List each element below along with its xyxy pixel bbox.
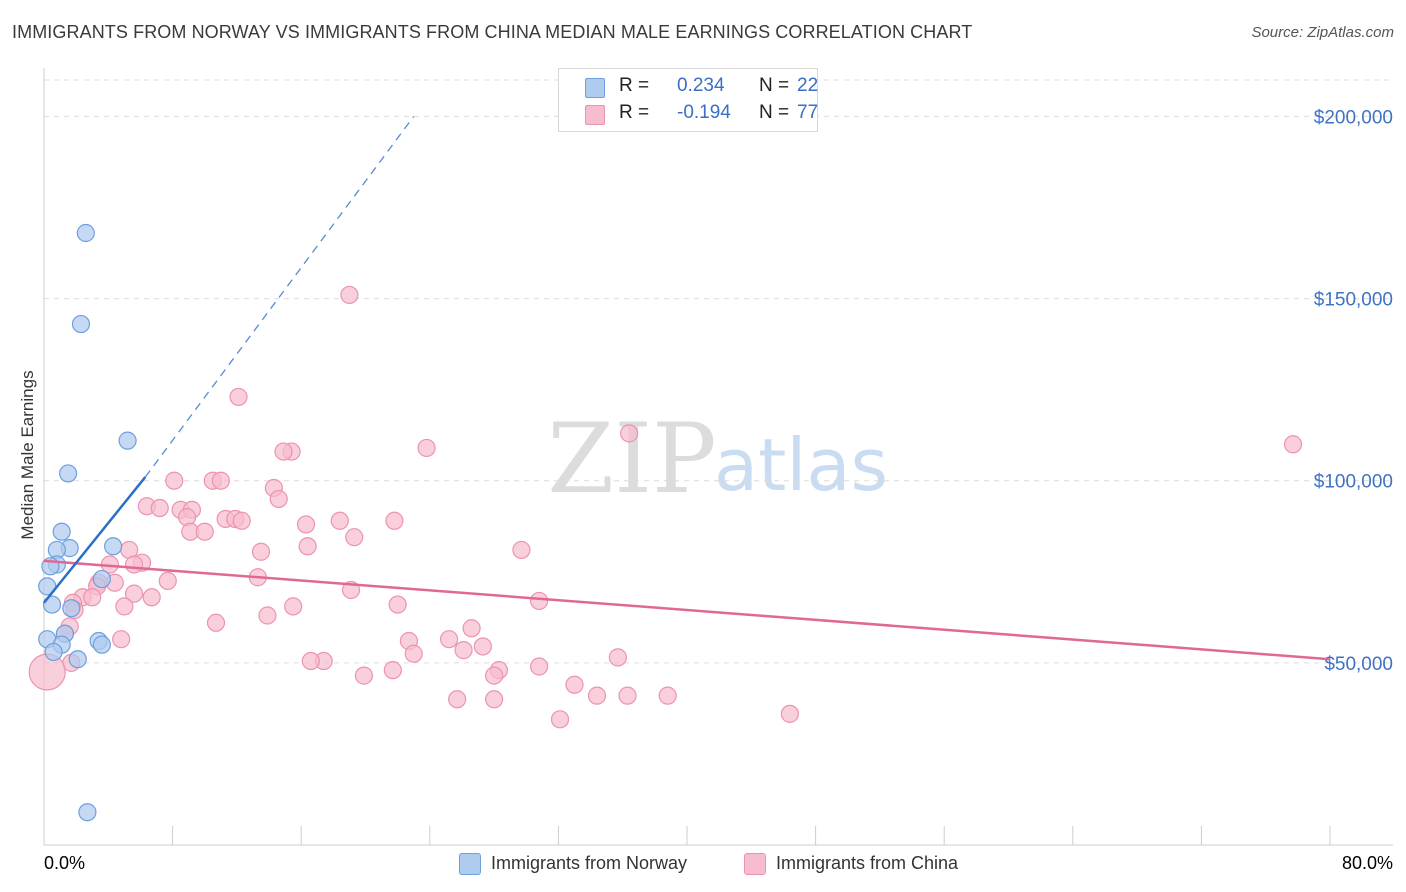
- china-point: [485, 690, 504, 709]
- china-point: [124, 584, 144, 603]
- n-value: 77: [797, 102, 819, 123]
- y-tick-label: $100,000: [1314, 472, 1393, 493]
- x-axis-min-label: 0.0%: [44, 853, 85, 873]
- china-point: [439, 630, 459, 649]
- china-point: [345, 528, 364, 547]
- china-point: [448, 690, 467, 709]
- norway-point: [52, 522, 71, 541]
- norway-point: [71, 314, 91, 334]
- china-point: [354, 666, 373, 685]
- source-credit: Source: ZipAtlas.com: [1251, 24, 1394, 41]
- china-point: [530, 657, 549, 676]
- stats-box: R = 0.234 N = 22 R = -0.194 N = 77: [558, 68, 818, 132]
- china-point: [462, 619, 481, 638]
- norway-points: [38, 223, 137, 822]
- norway-point: [118, 431, 137, 450]
- china-point: [587, 686, 607, 705]
- x-axis-max-label: 80.0%: [1342, 853, 1393, 873]
- china-point: [388, 595, 407, 614]
- china-point: [195, 522, 214, 541]
- axes: [43, 68, 1393, 846]
- r-value: -0.194: [677, 102, 731, 123]
- china-point: [165, 471, 184, 490]
- china-point: [620, 424, 639, 443]
- norway-point: [92, 569, 111, 589]
- china-point: [269, 489, 288, 509]
- china-point: [550, 710, 570, 729]
- n-label: N =: [759, 102, 790, 123]
- china-points: [28, 285, 1303, 729]
- legend-china-label: Immigrants from China: [776, 853, 959, 873]
- legend-china-swatch: [744, 853, 766, 875]
- china-point: [298, 537, 317, 556]
- norway-point: [78, 803, 97, 822]
- china-swatch: [585, 105, 605, 125]
- chart-title: IMMIGRANTS FROM NORWAY VS IMMIGRANTS FRO…: [12, 22, 973, 42]
- norway-point: [62, 599, 81, 618]
- norway-point: [76, 223, 95, 243]
- y-tick-label: $150,000: [1314, 290, 1393, 311]
- norway-point: [92, 635, 111, 654]
- china-point: [330, 511, 349, 530]
- norway-point: [42, 595, 62, 614]
- china-point: [530, 591, 549, 611]
- china-point: [512, 540, 531, 560]
- r-label: R =: [619, 102, 650, 123]
- china-point: [232, 511, 251, 530]
- y-tick-label: $50,000: [1324, 654, 1393, 675]
- trend-lines: [43, 116, 1331, 661]
- norway-trend-extension: [144, 116, 415, 478]
- r-label: R =: [619, 75, 650, 96]
- china-point: [206, 613, 226, 632]
- n-value: 22: [797, 75, 819, 96]
- china-point: [229, 387, 248, 407]
- china-point: [1283, 435, 1303, 454]
- n-label: N =: [759, 75, 790, 96]
- china-point: [340, 285, 359, 305]
- china-point: [565, 675, 584, 694]
- norway-trend-line: [43, 476, 147, 604]
- china-point: [251, 542, 271, 561]
- norway-swatch: [585, 78, 605, 98]
- china-point: [301, 651, 320, 671]
- china-point: [142, 588, 161, 607]
- norway-point: [104, 537, 123, 556]
- china-point: [258, 606, 277, 625]
- china-point: [454, 641, 473, 660]
- china-point: [780, 704, 799, 723]
- china-point: [296, 515, 316, 534]
- china-point: [383, 661, 402, 680]
- china-point: [83, 588, 102, 607]
- china-point: [28, 653, 66, 691]
- watermark-zip: ZIP: [547, 403, 716, 515]
- china-point: [608, 648, 627, 667]
- china-point: [124, 555, 144, 574]
- r-value: 0.234: [677, 75, 725, 96]
- watermark-atlas: atlas: [714, 423, 888, 507]
- china-point: [485, 666, 504, 685]
- legend-norway-label: Immigrants from Norway: [491, 853, 688, 873]
- norway-point: [59, 464, 78, 483]
- china-point: [112, 630, 131, 649]
- norway-point: [44, 642, 63, 662]
- china-point: [284, 597, 303, 616]
- china-point: [473, 637, 492, 656]
- y-axis-tick-labels: $50,000 $100,000 $150,000 $200,000: [1314, 107, 1393, 674]
- legend-norway-swatch: [459, 853, 481, 875]
- china-point: [404, 644, 423, 663]
- china-point: [658, 686, 677, 705]
- china-point: [417, 438, 436, 458]
- norway-point: [68, 650, 87, 669]
- china-point: [115, 597, 134, 616]
- x-axis-ticks: [43, 826, 1331, 845]
- china-point: [150, 498, 169, 518]
- china-point: [158, 571, 177, 590]
- china-point: [274, 442, 293, 461]
- china-point: [618, 686, 637, 705]
- china-point: [211, 471, 230, 490]
- y-tick-label: $200,000: [1314, 107, 1393, 128]
- china-trend-line: [43, 559, 1331, 661]
- china-point: [385, 511, 404, 530]
